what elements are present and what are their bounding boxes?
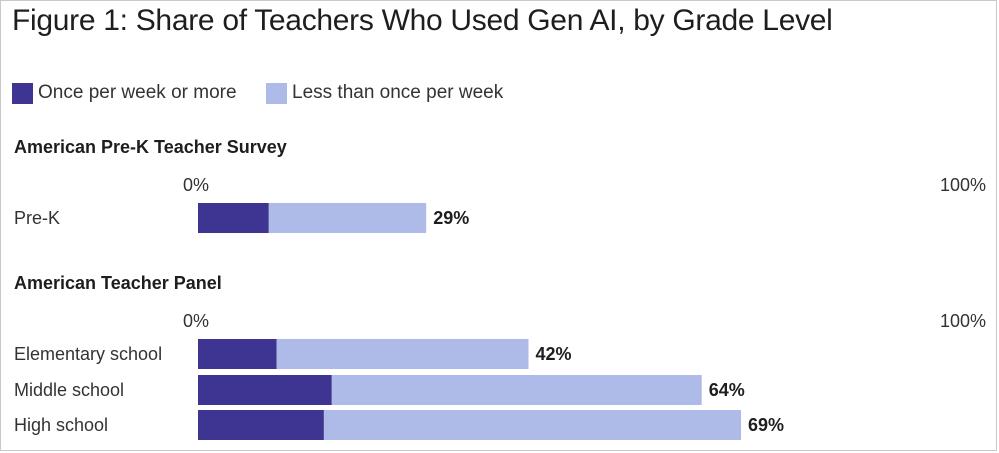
- tick-label-prek-min: 0%: [183, 175, 210, 195]
- section-title-panel: American Teacher Panel: [14, 273, 222, 293]
- legend-label-weekly: Once per week or more: [38, 82, 237, 103]
- bar-middle-school-less: [331, 375, 702, 405]
- legend-swatch-less: [266, 82, 287, 104]
- category-label-middle-school: Middle school: [14, 380, 124, 400]
- bar-pre-k-less: [268, 203, 427, 233]
- legend-item-less: Less than once per week: [266, 81, 503, 105]
- bar-elementary-school-less: [276, 339, 529, 369]
- bar-middle-school-weekly: [198, 375, 332, 405]
- category-label-pre-k: Pre-K: [14, 208, 60, 228]
- tick-label-panel-min: 0%: [183, 311, 210, 331]
- category-label-elementary-school: Elementary school: [14, 344, 162, 364]
- bar-high-school-weekly: [198, 410, 324, 440]
- bar-high-school-less: [323, 410, 741, 440]
- tick-label-panel-max: 100%: [939, 311, 986, 331]
- section-title-prek: American Pre-K Teacher Survey: [14, 137, 287, 157]
- figure-title: Figure 1: Share of Teachers Who Used Gen…: [12, 4, 833, 37]
- bar-elementary-school-weekly: [198, 339, 277, 369]
- legend-item-weekly: Once per week or more: [12, 81, 237, 105]
- tick-label-prek-max: 100%: [939, 175, 986, 195]
- data-label-pre-k: 29%: [433, 208, 469, 228]
- legend-swatch-weekly: [12, 82, 33, 104]
- legend-label-less: Less than once per week: [292, 82, 504, 103]
- data-label-middle-school: 64%: [709, 380, 745, 400]
- category-label-high-school: High school: [14, 415, 108, 435]
- data-label-high-school: 69%: [748, 415, 784, 435]
- data-label-elementary-school: 42%: [536, 344, 572, 364]
- bar-pre-k-weekly: [198, 203, 269, 233]
